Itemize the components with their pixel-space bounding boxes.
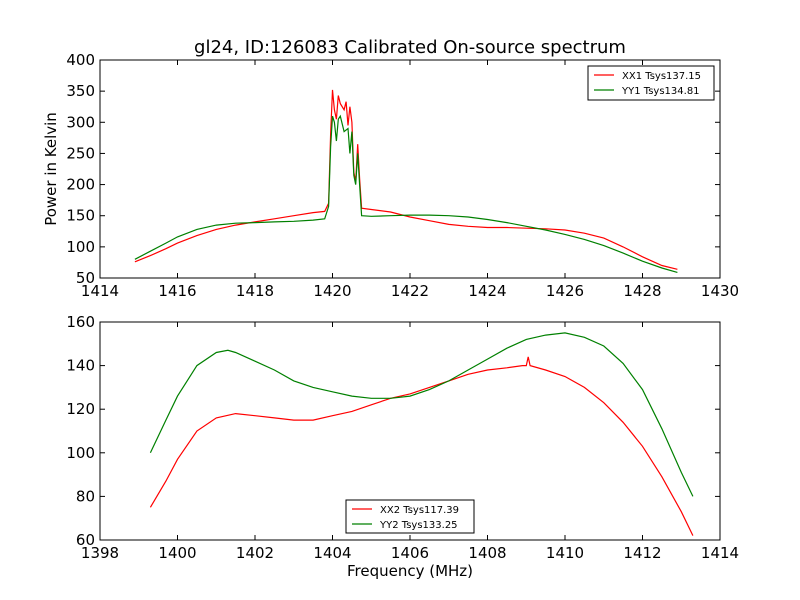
bottom-ticks: 1398 1400 1402 1404 1406 1408 1410 1412 1414 60 80… [66, 313, 739, 562]
top-ticks: 1414 1416 1418 1420 1422 1424 1426 1428 1430 50 10… [66, 51, 739, 300]
bottom-y-tick-label: 120 [66, 400, 95, 418]
top-x-tick-label: 1424 [468, 282, 506, 300]
bottom-legend-label-yy2: YY2 Tsys133.25 [379, 520, 458, 531]
top-spectrum-panel: 1414 1416 1418 1420 1422 1424 1426 1428 1430 50 10… [42, 51, 739, 300]
top-y-tick-label: 350 [66, 82, 95, 100]
top-x-tick-label: 1420 [313, 282, 351, 300]
bottom-x-tick-label: 1414 [701, 544, 739, 562]
bottom-y-tick-label: 100 [66, 444, 95, 462]
top-x-tick-label: 1414 [81, 282, 119, 300]
top-y-tick-label: 50 [76, 269, 95, 287]
bottom-x-tick-label: 1398 [81, 544, 119, 562]
top-x-tick-label: 1430 [701, 282, 739, 300]
top-y-tick-label: 200 [66, 176, 95, 194]
top-y-tick-label: 150 [66, 207, 95, 225]
top-x-tick-label: 1418 [236, 282, 274, 300]
bottom-legend: XX2 Tsys117.39 YY2 Tsys133.25 [345, 499, 475, 534]
bottom-x-tick-label: 1412 [623, 544, 661, 562]
bottom-x-tick-label: 1410 [546, 544, 584, 562]
top-x-tick-label: 1426 [546, 282, 584, 300]
top-legend-label-xx1: XX1 Tsys137.15 [622, 71, 701, 82]
top-legend-label-yy1: YY1 Tsys134.81 [621, 86, 700, 97]
bottom-y-tick-label: 140 [66, 357, 95, 375]
bottom-y-tick-label: 60 [76, 531, 95, 549]
top-y-tick-label: 100 [66, 238, 95, 256]
bottom-x-tick-label: 1400 [158, 544, 196, 562]
top-x-tick-label: 1422 [391, 282, 429, 300]
bottom-legend-box [345, 499, 475, 534]
top-legend-box [587, 65, 715, 101]
bottom-x-tick-label: 1402 [236, 544, 274, 562]
top-y-tick-label: 400 [66, 51, 95, 69]
top-y-axis-label: Power in Kelvin [42, 112, 60, 226]
bottom-spectrum-panel: 1398 1400 1402 1404 1406 1408 1410 1412 1414 60 80… [66, 313, 739, 580]
top-y-tick-label: 300 [66, 113, 95, 131]
top-series-line-2 [134, 114, 678, 273]
bottom-y-tick-label: 80 [76, 487, 95, 505]
top-x-tick-label: 1416 [158, 282, 196, 300]
top-y-tick-label: 250 [66, 144, 95, 162]
bottom-x-tick-label: 1408 [468, 544, 506, 562]
bottom-legend-label-xx2: XX2 Tsys117.39 [380, 505, 459, 516]
top-series-layer [134, 89, 678, 273]
bottom-series-line-2 [149, 332, 694, 497]
bottom-x-tick-label: 1406 [391, 544, 429, 562]
bottom-y-tick-label: 160 [66, 313, 95, 331]
top-x-tick-label: 1428 [623, 282, 661, 300]
figure-title: gl24, ID:126083 Calibrated On-source spe… [194, 37, 626, 58]
top-legend: XX1 Tsys137.15 YY1 Tsys134.81 [587, 65, 715, 101]
bottom-series-layer [149, 332, 694, 536]
bottom-x-axis-label: Frequency (MHz) [347, 562, 473, 580]
top-series-line-1 [134, 89, 678, 270]
bottom-x-tick-label: 1404 [313, 544, 351, 562]
